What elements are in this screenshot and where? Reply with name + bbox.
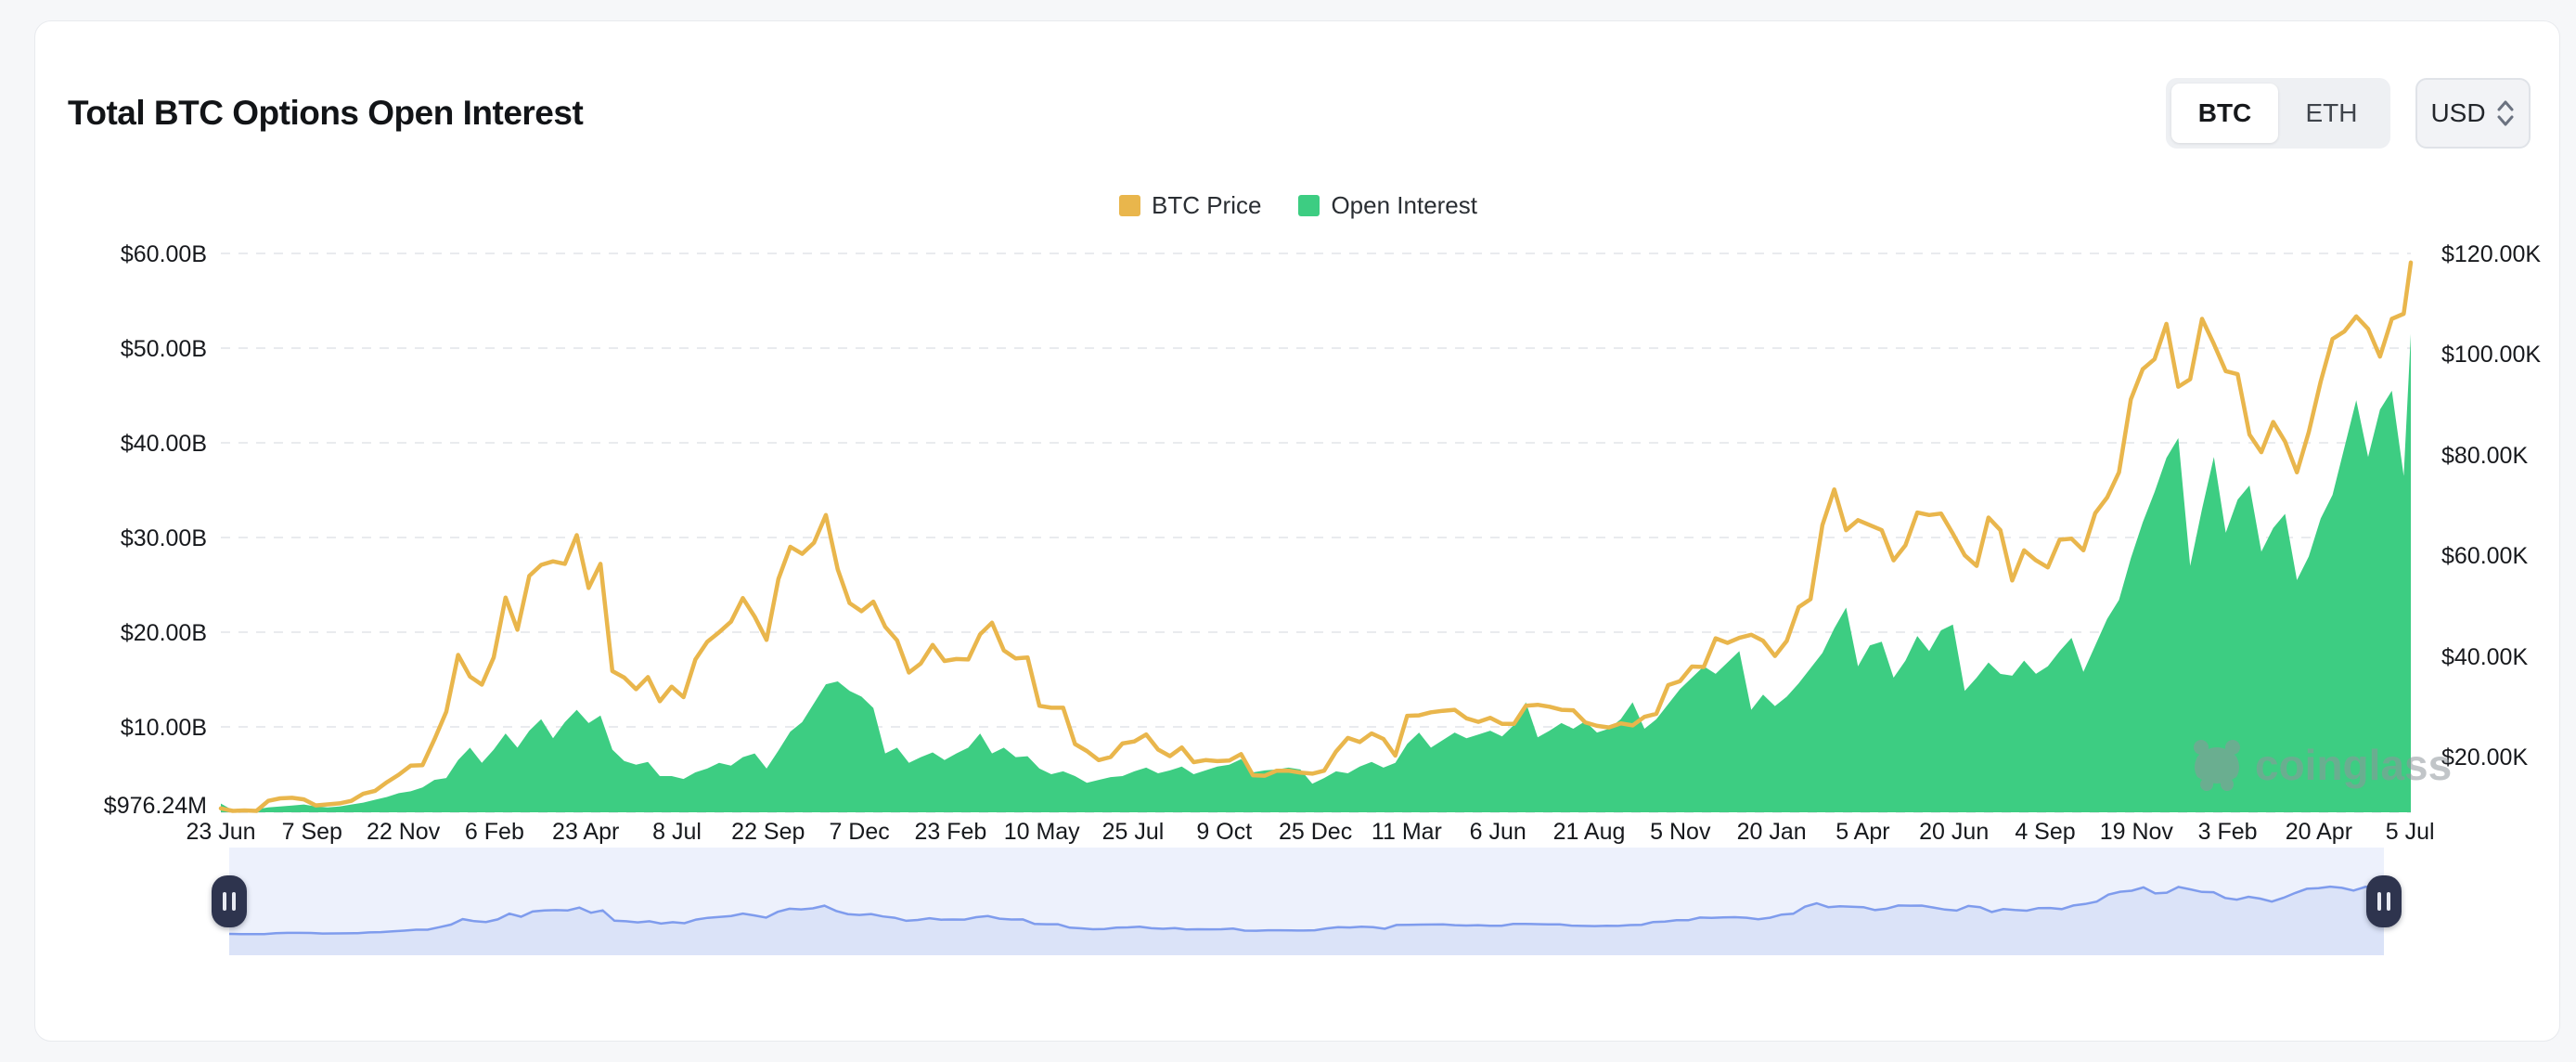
x-axis-tick-label: 3 Feb bbox=[2198, 819, 2258, 845]
handle-grip-bar bbox=[2387, 892, 2390, 911]
x-axis-tick-label: 7 Sep bbox=[282, 819, 342, 845]
x-axis-tick-label: 22 Sep bbox=[731, 819, 805, 845]
navigator-minichart bbox=[229, 880, 2384, 955]
open-interest-swatch bbox=[1298, 195, 1320, 216]
y-axis-label-right: $20.00K bbox=[2441, 745, 2528, 771]
navigator-area bbox=[229, 881, 2384, 955]
y-axis-label-left: $10.00B bbox=[121, 715, 207, 741]
x-axis-tick-label: 23 Jun bbox=[186, 819, 255, 845]
main-chart: $60.00B $50.00B $40.00B $30.00B $20.00B $10.0… bbox=[104, 241, 2542, 845]
handle-grip-bar bbox=[232, 892, 236, 911]
navigator-right-handle[interactable] bbox=[2366, 875, 2402, 927]
y-axis-label-left: $30.00B bbox=[121, 525, 207, 551]
x-axis-tick-label: 23 Apr bbox=[552, 819, 619, 845]
navigator-left-handle[interactable] bbox=[212, 875, 247, 927]
x-axis-tick-label: 7 Dec bbox=[829, 819, 889, 845]
y-axis-label-left: $20.00B bbox=[121, 620, 207, 646]
legend-label: BTC Price bbox=[1151, 191, 1262, 219]
x-axis-tick-label: 5 Apr bbox=[1835, 819, 1889, 845]
x-axis-tick-label: 25 Dec bbox=[1279, 819, 1352, 845]
x-axis-tick-label: 20 Jun bbox=[1919, 819, 1989, 845]
x-axis-tick-label: 6 Feb bbox=[465, 819, 524, 845]
legend-item-btc-price[interactable]: BTC Price bbox=[1118, 191, 1262, 220]
handle-grip-bar bbox=[223, 892, 226, 911]
x-axis-tick-label: 11 Mar bbox=[1372, 819, 1442, 845]
chart-card: Total BTC Options Open Interest BTC ETH … bbox=[34, 20, 2560, 1042]
x-axis-tick-label: 8 Jul bbox=[652, 819, 702, 845]
y-axis-label-right: $100.00K bbox=[2441, 342, 2541, 368]
asset-toggle-eth[interactable]: ETH bbox=[2305, 98, 2358, 127]
x-axis-tick-label: 22 Nov bbox=[367, 819, 441, 845]
handle-grip-bar bbox=[2377, 892, 2381, 911]
x-axis-tick-label: 20 Apr bbox=[2286, 819, 2352, 845]
navigator-line bbox=[229, 880, 2384, 936]
btc-price-swatch bbox=[1118, 195, 1140, 216]
updown-chevron-icon bbox=[2497, 100, 2514, 126]
asset-toggle: BTC ETH bbox=[2166, 78, 2390, 149]
currency-select[interactable]: USD bbox=[2415, 78, 2531, 149]
x-axis-tick-label: 21 Aug bbox=[1553, 819, 1626, 845]
x-axis-tick-label: 5 Nov bbox=[1650, 819, 1711, 845]
navigator[interactable] bbox=[229, 848, 2384, 955]
x-axis-tick-label: 6 Jun bbox=[1470, 819, 1526, 845]
asset-toggle-btc[interactable]: BTC bbox=[2171, 84, 2278, 143]
page-title: Total BTC Options Open Interest bbox=[68, 94, 584, 132]
y-axis-min-label-left: $976.24M bbox=[104, 793, 207, 819]
open-interest-area-series bbox=[221, 333, 2411, 812]
x-axis-tick-label: 23 Feb bbox=[914, 819, 986, 845]
x-axis-tick-label: 9 Oct bbox=[1196, 819, 1252, 845]
legend-label: Open Interest bbox=[1331, 191, 1477, 219]
y-axis-label-left: $50.00B bbox=[121, 336, 207, 362]
x-axis-tick-label: 20 Jan bbox=[1737, 819, 1807, 845]
y-axis-label-right: $40.00K bbox=[2441, 644, 2528, 670]
legend-item-open-interest[interactable]: Open Interest bbox=[1298, 191, 1477, 220]
x-axis-tick-label: 19 Nov bbox=[2100, 819, 2174, 845]
y-axis-label-right: $120.00K bbox=[2441, 241, 2541, 267]
currency-select-value: USD bbox=[2430, 98, 2486, 127]
legend: BTC Price Open Interest bbox=[35, 191, 2561, 220]
y-axis-label-left: $40.00B bbox=[121, 431, 207, 457]
x-axis-tick-label: 5 Jul bbox=[2386, 819, 2435, 845]
x-axis-tick-label: 25 Jul bbox=[1102, 819, 1165, 845]
x-axis-tick-label: 10 May bbox=[1004, 819, 1080, 845]
y-axis-label-right: $80.00K bbox=[2441, 443, 2528, 469]
x-axis-tick-label: 4 Sep bbox=[2015, 819, 2075, 845]
btc-price-line-series bbox=[218, 260, 2414, 813]
y-axis-label-left: $60.00B bbox=[121, 241, 207, 267]
y-axis-label-right: $60.00K bbox=[2441, 543, 2528, 569]
